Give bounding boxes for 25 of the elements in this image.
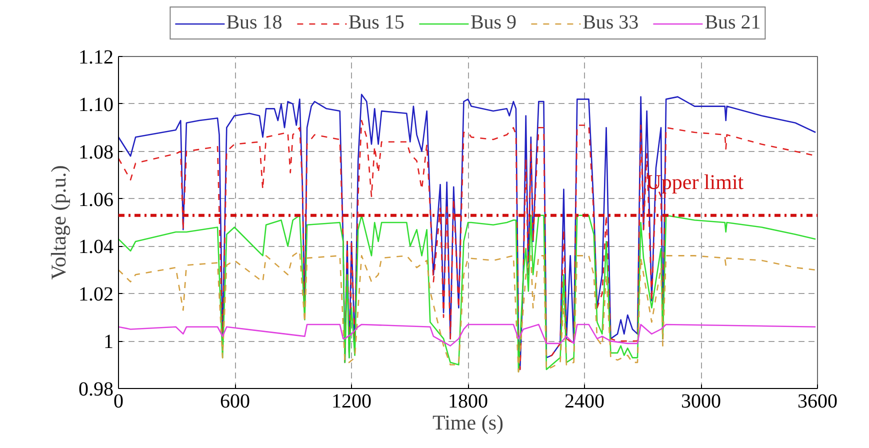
y-tick-label: 1.10: [78, 94, 114, 116]
y-tick-label: 1.06: [78, 188, 114, 211]
legend-label: Bus 15: [348, 12, 404, 34]
x-tick-label: 2400: [564, 390, 604, 412]
legend-label: Bus 21: [704, 12, 761, 34]
y-tick-label: 1.04: [78, 236, 114, 258]
x-tick-label: 3600: [798, 390, 838, 412]
x-tick-label: 3000: [681, 390, 721, 412]
legend-label: Bus 33: [582, 12, 639, 34]
legend-label: Bus 9: [470, 12, 517, 34]
line-series: [118, 214, 816, 373]
y-tick-label: 1.02: [78, 284, 114, 306]
line-series: [118, 250, 816, 373]
x-tick-label: 600: [220, 390, 250, 412]
x-tick-label: 0: [114, 390, 124, 412]
x-tick-label: 1800: [448, 390, 488, 412]
y-axis-title: Voltage (p.u.): [46, 165, 70, 280]
y-tick-label: 0.98: [78, 378, 114, 400]
legend-label: Bus 18: [226, 12, 282, 34]
y-tick-label: 1.08: [78, 141, 114, 164]
line-series: [118, 324, 816, 346]
y-tick-label: 1: [104, 331, 114, 354]
x-axis-title: Time (s): [432, 410, 504, 434]
x-tick-label: 1200: [332, 390, 372, 412]
y-tick-label: 1.12: [78, 46, 114, 68]
